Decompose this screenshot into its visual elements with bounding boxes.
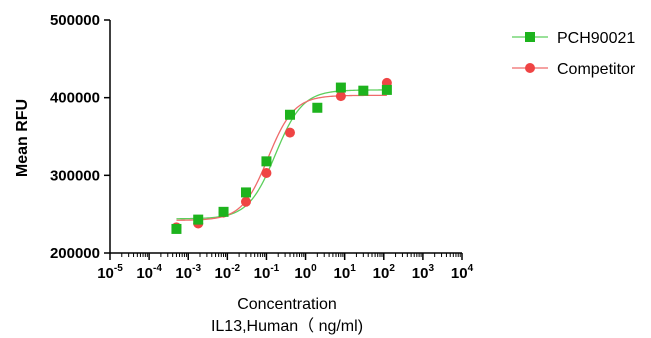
data-point — [261, 156, 272, 167]
x-tick-label: 10-1 — [254, 263, 280, 282]
y-tick-label: 500000 — [50, 12, 100, 29]
fit-curves — [176, 89, 387, 221]
x-tick-label: 103 — [412, 263, 435, 282]
y-tick-label: 300000 — [50, 167, 100, 184]
data-point — [261, 168, 272, 179]
x-tick-label: 10-5 — [97, 263, 123, 282]
data-point — [171, 223, 182, 234]
legend-label: PCH90021 — [557, 30, 635, 47]
fit-curve — [176, 89, 387, 220]
data-point — [358, 85, 369, 96]
x-tick-label: 100 — [294, 263, 317, 282]
data-point — [335, 91, 346, 102]
legend-marker — [525, 32, 535, 42]
data-point — [335, 82, 346, 93]
data-point — [284, 127, 295, 138]
data-point — [381, 84, 392, 95]
legend-label: Competitor — [557, 61, 636, 78]
x-tick-label: 10-4 — [136, 263, 162, 282]
x-tick-label: 101 — [334, 263, 357, 282]
x-tick-label: 10-2 — [215, 263, 241, 282]
y-tick-label: 400000 — [50, 90, 100, 107]
data-points — [171, 77, 392, 234]
x-tick-label: 104 — [451, 263, 474, 282]
y-ticks: 200000 300000 400000 500000 — [50, 12, 110, 262]
fit-curve — [176, 94, 387, 221]
y-axis-label: Mean RFU — [14, 99, 31, 177]
x-tick-label: 10-3 — [175, 263, 201, 282]
data-point — [240, 187, 251, 198]
x-tick-label: 102 — [373, 263, 396, 282]
x-axis-label-units: IL13,Human（ ng/ml) — [211, 317, 363, 335]
axes — [109, 20, 462, 254]
data-point — [193, 214, 204, 225]
data-point — [312, 102, 323, 113]
x-axis-label: Concentration — [237, 296, 337, 313]
x-ticks: 10-5 10-4 10-3 10-2 10-1 100 101 102 103 104 — [97, 253, 474, 282]
data-point — [240, 196, 251, 207]
y-tick-label: 200000 — [50, 245, 100, 262]
legend: PCH90021 Competitor — [512, 30, 636, 78]
legend-marker — [525, 63, 535, 73]
data-point — [284, 109, 295, 120]
data-point — [218, 206, 229, 217]
